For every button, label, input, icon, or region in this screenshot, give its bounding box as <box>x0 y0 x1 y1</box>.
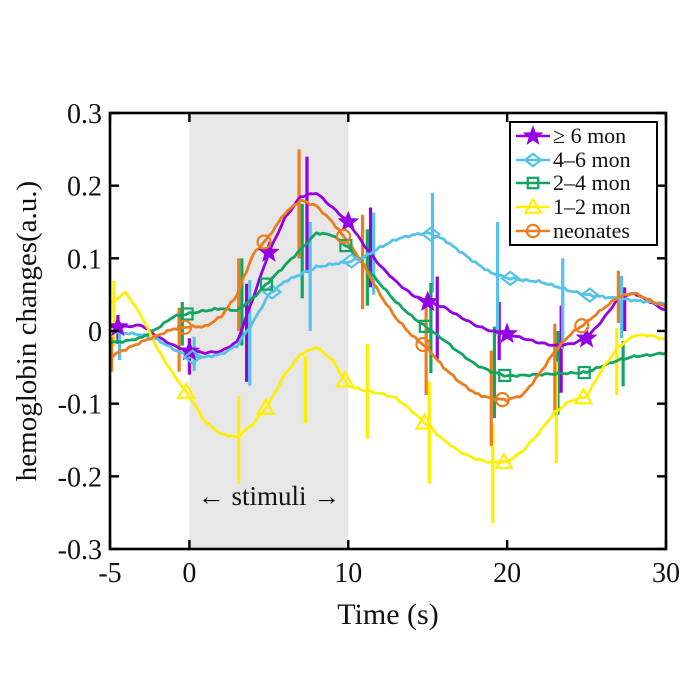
series-markers-46mon <box>182 226 601 366</box>
stimulus-label: ← stimuli → <box>198 481 341 511</box>
marker-triangle <box>523 197 543 214</box>
y-tick-label: -0.1 <box>58 390 102 421</box>
legend-item: 4–6 mon <box>513 148 654 171</box>
legend-marker-circle <box>516 223 550 239</box>
legend-item: 2–4 mon <box>513 172 654 195</box>
stimulus-band-rect <box>189 114 349 548</box>
error-bars-12mon <box>112 280 619 524</box>
marker-circle <box>335 228 352 244</box>
series-line-neonates <box>110 198 666 403</box>
legend-marker-star <box>516 125 550 146</box>
marker-circle <box>177 319 193 335</box>
marker-triangle <box>573 387 594 405</box>
marker-square <box>498 368 512 382</box>
marker-square <box>339 238 353 253</box>
axes-box <box>108 111 668 551</box>
series-lines <box>110 192 666 465</box>
legend: ≥ 6 mon 4–6 mon 2–4 mon 1–2 mon neonates <box>509 121 658 246</box>
legend-label: 2–4 mon <box>553 170 631 196</box>
marker-triangle <box>414 412 435 430</box>
marker-diamond <box>341 253 362 269</box>
y-tick-label: 0 <box>88 317 102 348</box>
marker-star <box>496 322 519 344</box>
marker-square <box>259 277 274 291</box>
y-tick-label: 0.2 <box>67 172 102 203</box>
legend-label: 1–2 mon <box>553 194 631 220</box>
marker-square <box>180 307 194 321</box>
marker-diamond <box>523 152 543 168</box>
marker-star <box>337 210 360 232</box>
marker-diamond <box>261 284 283 300</box>
legend-item: neonates <box>513 219 654 242</box>
marker-triangle <box>494 451 514 470</box>
legend-label: 4–6 mon <box>553 146 631 172</box>
legend-marker-square <box>516 177 550 190</box>
y-tick-label: 0.3 <box>67 99 102 130</box>
y-axis-label: hemoglobin changes(a.u.) <box>11 181 43 481</box>
y-tick-label: 0.1 <box>67 244 102 275</box>
legend-marker-triangle <box>516 197 550 214</box>
x-tick-label: -5 <box>98 558 121 589</box>
marker-star <box>416 290 439 312</box>
marker-diamond <box>420 226 442 243</box>
series-line-24mon <box>110 231 666 378</box>
x-tick-label: 10 <box>334 558 362 589</box>
marker-square <box>577 365 591 380</box>
marker-circle <box>525 223 541 239</box>
legend-item: 1–2 mon <box>513 196 654 219</box>
y-tick-label: -0.2 <box>58 462 102 493</box>
marker-diamond <box>500 270 521 287</box>
marker-square <box>526 177 540 190</box>
marker-triangle <box>335 370 356 388</box>
legend-label: ≥ 6 mon <box>553 123 627 149</box>
marker-triangle <box>176 381 197 400</box>
series-line-12mon <box>110 291 666 465</box>
marker-diamond <box>182 349 203 366</box>
x-axis-label: Time (s) <box>337 598 438 631</box>
marker-star <box>575 326 598 348</box>
tick-labels: -5 0 10 20 30 0.3 0.2 0.1 0 -0.1 -0.2 -0.3 <box>58 99 680 589</box>
series-markers-6mon <box>110 210 598 361</box>
legend-item: ≥ 6 mon <box>513 125 654 148</box>
x-tick-label: 20 <box>493 558 521 589</box>
marker-star <box>178 339 201 361</box>
marker-circle <box>415 336 431 353</box>
x-tick-label: 0 <box>182 558 196 589</box>
marker-circle <box>494 391 510 408</box>
marker-diamond <box>579 287 601 303</box>
series-markers-neonates <box>177 228 590 408</box>
marker-star <box>522 125 544 146</box>
series-line-6mon <box>110 192 666 355</box>
stimulus-band <box>189 114 349 548</box>
marker-triangle <box>255 397 276 415</box>
x-tick-label: 30 <box>652 558 680 589</box>
series-markers <box>110 210 601 470</box>
series-markers-24mon <box>180 238 591 382</box>
legend-label: neonates <box>553 217 630 243</box>
legend-marker-diamond <box>516 152 550 168</box>
marker-star <box>257 241 280 262</box>
y-tick-label: -0.3 <box>58 535 102 566</box>
series-markers-12mon <box>176 370 594 470</box>
marker-circle <box>574 318 590 334</box>
marker-circle <box>256 234 272 250</box>
marker-square <box>418 319 432 333</box>
